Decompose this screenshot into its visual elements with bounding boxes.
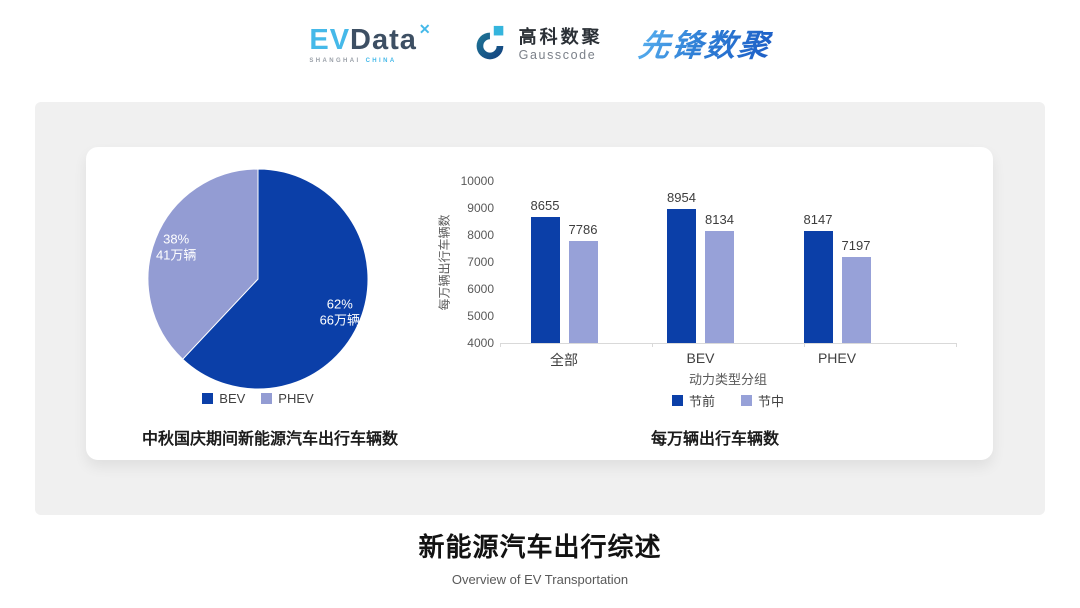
x-axis-tick: [652, 343, 653, 347]
legend-item-节前: 节前: [671, 391, 715, 410]
legend-swatch-phev: [261, 393, 273, 404]
page-title: 新能源汽车出行综述: [418, 532, 662, 562]
y-tick-label: 9000: [467, 201, 494, 215]
bar-节中-全部: [568, 240, 598, 343]
x-axis-tick: [500, 343, 501, 347]
evdata-subtitle: SHANGHAI CHINA: [309, 58, 431, 64]
y-tick-label: 4000: [467, 336, 494, 350]
category-label-全部: 全部: [550, 352, 578, 368]
legend-item-节中: 节中: [741, 391, 784, 410]
footer: 新能源汽车出行综述 Overview of EV Transportation: [0, 527, 1080, 587]
bar-节前-BEV: [667, 209, 696, 343]
gausscode-g-icon: [476, 25, 503, 60]
legend-label: 节前: [688, 394, 715, 409]
bar-节中-PHEV: [841, 256, 871, 343]
bar-value-label: 7786: [568, 221, 598, 237]
evdata-china-text: CHINA: [365, 58, 397, 64]
evdata-spark-icon: ✕: [418, 21, 432, 37]
header-logos: EV Data ✕ SHANGHAI CHINA 高科数聚 Gausscode 先…: [0, 22, 1080, 66]
x-axis-tick: [956, 343, 957, 347]
bar-value-label: 8134: [705, 212, 734, 228]
gausscode-text: 高科数聚 Gausscode: [518, 26, 603, 63]
y-tick-label: 8000: [467, 228, 494, 242]
pie-slice-label-bev: 62% 66万辆: [320, 296, 360, 327]
bar-节前-PHEV: [803, 231, 833, 343]
content-panel: 62% 66万辆 38% 41万辆 BEV PHEV 中秋国庆期间新能源汽车出行车辆数 …: [35, 102, 1045, 515]
evdata-wordmark: EV Data ✕: [309, 22, 431, 56]
gausscode-logo: 高科数聚 Gausscode: [468, 24, 603, 66]
bar-节前-全部: [530, 217, 560, 343]
charts-card: 62% 66万辆 38% 41万辆 BEV PHEV 中秋国庆期间新能源汽车出行车辆数 …: [86, 147, 993, 460]
bar-value-label: 8147: [803, 212, 833, 228]
xianfeng-logo: 先锋数聚: [636, 27, 774, 63]
legend-swatch-bev: [202, 393, 214, 404]
pie-chart: 62% 66万辆 38% 41万辆: [147, 168, 369, 390]
bar-legend: 节前 节中: [500, 391, 956, 410]
evdata-data-text: Data: [350, 24, 417, 56]
legend-label: 节中: [758, 394, 785, 409]
legend-item-bev: BEV: [202, 391, 245, 406]
y-tick-label: 10000: [460, 174, 494, 188]
evdata-ev-text: EV: [309, 24, 351, 56]
bar-value-label: 8954: [667, 190, 696, 206]
legend-label: PHEV: [278, 391, 314, 406]
gausscode-en-name: Gausscode: [518, 48, 597, 63]
category-label-PHEV: PHEV: [817, 350, 857, 366]
y-tick-label: 7000: [467, 255, 494, 269]
evdata-logo: EV Data ✕ SHANGHAI CHINA: [309, 22, 431, 64]
pie-slice-label-phev: 38% 41万辆: [156, 232, 196, 263]
page-subtitle: Overview of EV Transportation: [451, 572, 629, 587]
pie-legend: BEV PHEV: [146, 391, 370, 406]
legend-swatch-节前: [671, 395, 683, 406]
bar-value-label: 7197: [841, 237, 871, 253]
bar-x-axis-label: 动力类型分组: [688, 372, 767, 387]
pie-chart-title: 中秋国庆期间新能源汽车出行车辆数: [141, 431, 398, 448]
y-tick-label: 6000: [467, 282, 494, 296]
bar-x-axis-line: [500, 343, 956, 344]
bar-节中-BEV: [705, 231, 734, 343]
pie-slice-phev: [147, 168, 259, 360]
bar-value-label: 8655: [530, 198, 560, 214]
legend-swatch-节中: [741, 395, 752, 406]
evdata-shanghai-text: SHANGHAI: [309, 58, 361, 64]
category-label-BEV: BEV: [686, 350, 715, 366]
x-axis-tick: [804, 343, 805, 347]
legend-item-phev: PHEV: [261, 391, 314, 406]
legend-label: BEV: [219, 391, 246, 406]
pie-slice-bev: [181, 168, 369, 390]
gausscode-cn-name: 高科数聚: [518, 26, 603, 47]
y-tick-label: 5000: [467, 309, 494, 323]
bar-chart-title: 每万辆出行车辆数: [650, 431, 779, 448]
